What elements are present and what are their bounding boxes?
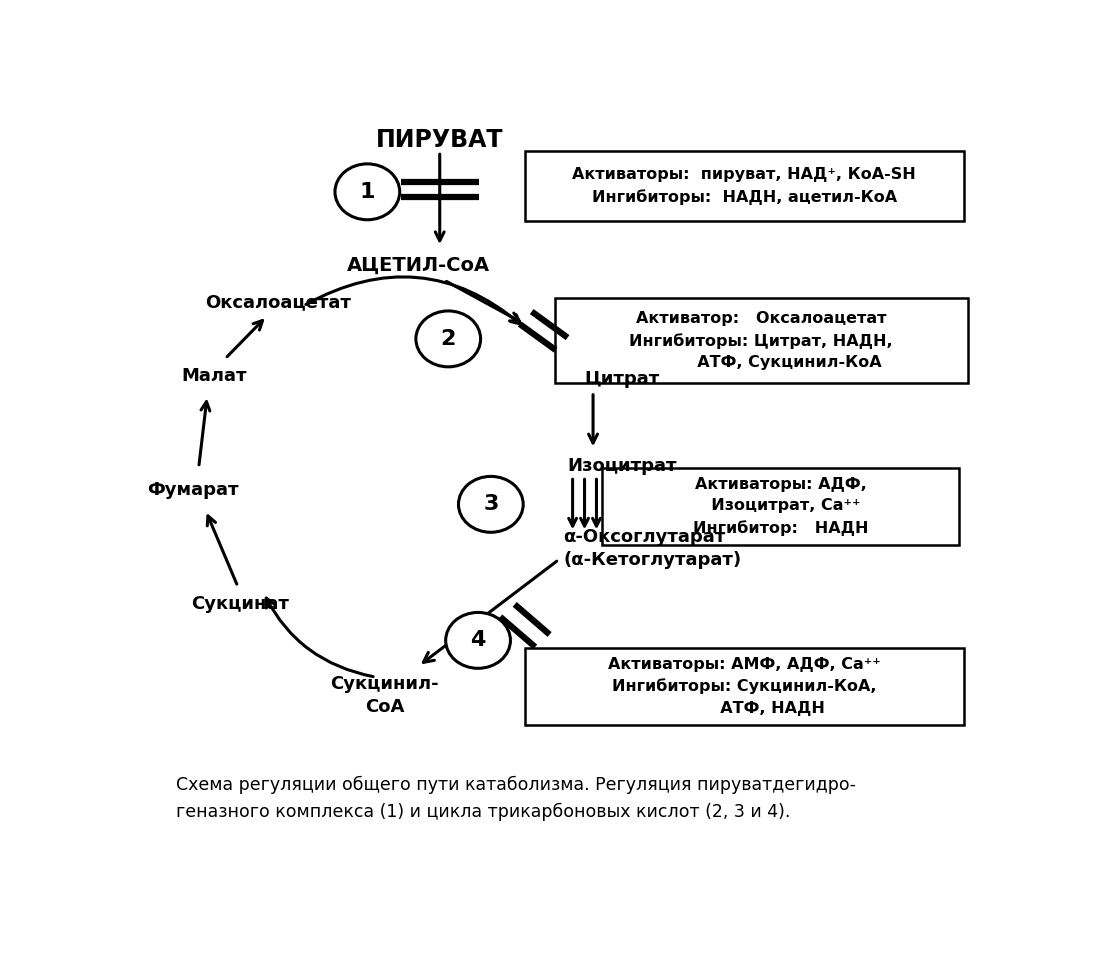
Text: АЦЕТИЛ-СоА: АЦЕТИЛ-СоА (347, 256, 490, 275)
Text: Активаторы: АДФ,
  Изоцитрат, Са⁺⁺
Ингибитор:   НАДН: Активаторы: АДФ, Изоцитрат, Са⁺⁺ Ингибит… (692, 477, 868, 536)
Circle shape (446, 612, 510, 668)
Text: Активатор:   Оксалоацетат
Ингибиторы: Цитрат, НАДН,
          АТФ, Сукцинил-КоА: Активатор: Оксалоацетат Ингибиторы: Цитр… (630, 311, 893, 371)
Circle shape (458, 477, 523, 532)
FancyBboxPatch shape (555, 299, 968, 383)
Text: Малат: Малат (181, 367, 247, 385)
Text: Цитрат: Цитрат (585, 371, 659, 389)
Text: 3: 3 (484, 495, 499, 515)
Text: Активаторы:  пируват, НАД⁺, КоА-SH
Ингибиторы:  НАДН, ацетил-КоА: Активаторы: пируват, НАД⁺, КоА-SH Ингиби… (573, 167, 917, 205)
FancyBboxPatch shape (601, 468, 959, 544)
Text: Изоцитрат: Изоцитрат (567, 457, 677, 475)
Text: Активаторы: АМФ, АДФ, Са⁺⁺
Ингибиторы: Сукцинил-КоА,
          АТФ, НАДН: Активаторы: АМФ, АДФ, Са⁺⁺ Ингибиторы: С… (608, 657, 880, 716)
Text: Оксалоацетат: Оксалоацетат (206, 293, 351, 311)
Text: Сукцинил-
СоА: Сукцинил- СоА (330, 675, 439, 716)
FancyBboxPatch shape (525, 647, 964, 725)
Circle shape (415, 311, 480, 367)
Text: Сукцинат: Сукцинат (190, 595, 289, 612)
Circle shape (335, 164, 400, 220)
Text: 2: 2 (441, 329, 456, 349)
Text: Фумарат: Фумарат (147, 480, 238, 499)
Text: Схема регуляции общего пути катаболизма. Регуляция пируватдегидро-
геназного ком: Схема регуляции общего пути катаболизма.… (176, 775, 856, 821)
Text: 1: 1 (359, 181, 375, 202)
FancyBboxPatch shape (525, 152, 964, 222)
Text: α-Оксоглутарат
(α-Кетоглутарат): α-Оксоглутарат (α-Кетоглутарат) (563, 528, 742, 569)
Text: 4: 4 (470, 630, 486, 650)
Text: ПИРУВАТ: ПИРУВАТ (376, 128, 503, 153)
